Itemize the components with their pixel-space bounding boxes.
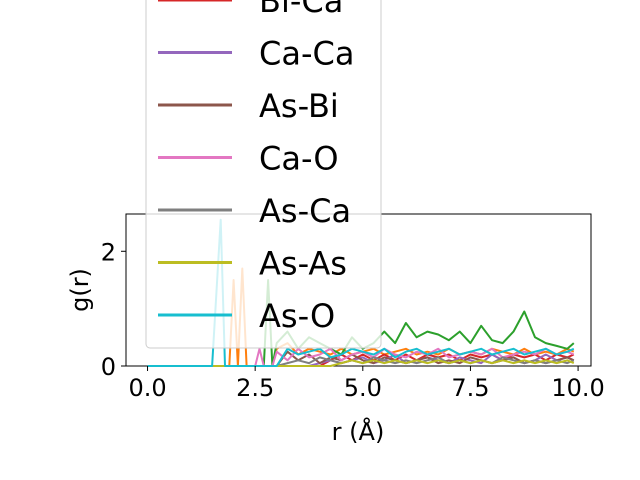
x-tick-label: 2.5 [236,374,274,402]
y-tick-label: 2 [101,238,116,266]
x-tick-label: 7.5 [451,374,489,402]
y-axis-label: g(r) [66,268,94,312]
legend-label-ca-ca: Ca-Ca [259,35,354,73]
x-tick-label: 10.0 [551,374,604,402]
legend-label-as-o: As-O [259,297,335,335]
series-line-as-o [147,218,575,367]
x-axis-label: r (Å) [332,417,385,446]
plot-area [125,213,592,367]
x-tick-label: 5.0 [344,374,382,402]
series-layer [147,218,575,367]
legend-label-as-ca: As-Ca [259,192,351,230]
legend: Bi-Ca Ca-Ca As-Bi Ca-O As-Ca As-As As-O [145,0,382,349]
y-tick-label: 0 [101,353,116,381]
legend-label-as-bi: As-Bi [259,87,339,125]
legend-box [145,0,382,349]
legend-label-ca-o: Ca-O [259,140,339,178]
x-tick-label: 0.0 [128,374,166,402]
legend-label-bi-ca: Bi-Ca [259,0,343,20]
y-axis: 02 [101,238,126,381]
x-axis: 0.0 2.5 5.0 7.5 10.0 [128,366,605,402]
legend-label-as-as: As-As [259,245,347,283]
